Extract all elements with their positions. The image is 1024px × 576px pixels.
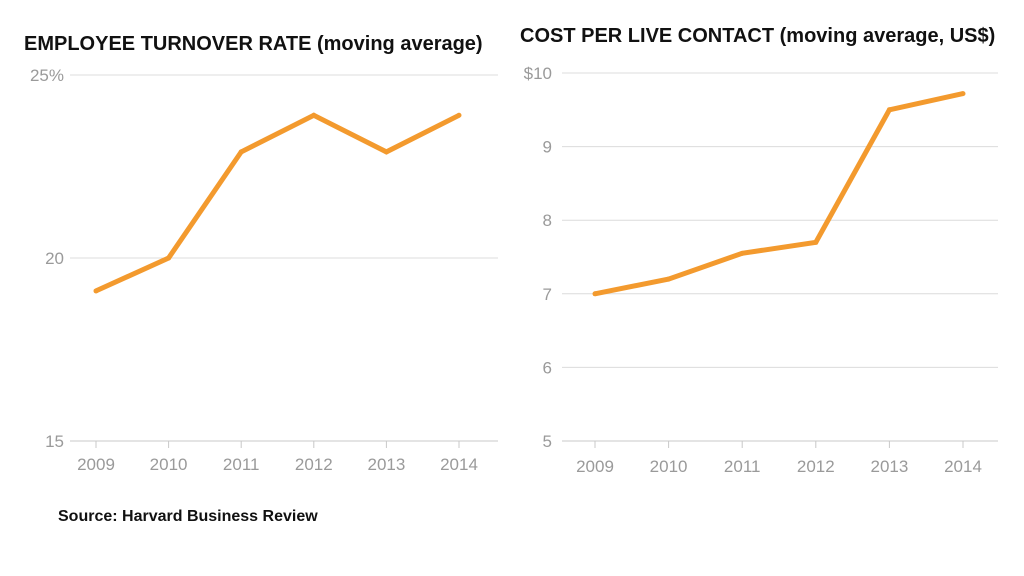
chart-2: COST PER LIVE CONTACT (moving average, U… [520, 25, 998, 476]
y-tick-label: 9 [543, 138, 552, 157]
data-point [739, 250, 745, 256]
data-point [666, 276, 672, 282]
y-tick-label: 25% [30, 66, 64, 85]
x-tick-label: 2012 [295, 455, 333, 474]
data-point [456, 112, 462, 118]
y-tick-label: $10 [524, 64, 552, 83]
data-point [166, 255, 172, 261]
data-point [383, 149, 389, 155]
chart-title: COST PER LIVE CONTACT (moving average, U… [520, 25, 995, 47]
data-point [960, 91, 966, 97]
y-tick-label: 15 [45, 432, 64, 451]
x-tick-label: 2011 [223, 455, 260, 474]
chart-1: EMPLOYEE TURNOVER RATE (moving average) 2… [24, 33, 498, 474]
x-tick-label: 2012 [797, 457, 835, 476]
data-point [93, 288, 99, 294]
y-tick-label: 8 [543, 211, 552, 230]
source-caption: Source: Harvard Business Review [58, 508, 318, 525]
data-point [886, 107, 892, 113]
x-tick-label: 2013 [367, 455, 405, 474]
y-tick-label: 7 [543, 285, 552, 304]
y-tick-label: 5 [543, 432, 552, 451]
x-tick-label: 2010 [650, 457, 688, 476]
x-tick-label: 2009 [576, 457, 614, 476]
y-tick-label: 6 [543, 358, 552, 377]
data-point [592, 291, 598, 297]
data-point [813, 239, 819, 245]
chart-title: EMPLOYEE TURNOVER RATE (moving average) [24, 33, 483, 55]
x-tick-label: 2013 [870, 457, 908, 476]
x-tick-label: 2010 [150, 455, 188, 474]
x-tick-label: 2014 [944, 457, 982, 476]
x-tick-label: 2009 [77, 455, 115, 474]
series-line [594, 91, 964, 297]
data-point [311, 112, 317, 118]
data-point [238, 149, 244, 155]
series-line [94, 112, 461, 294]
x-tick-label: 2011 [724, 457, 761, 476]
y-tick-label: 20 [45, 249, 64, 268]
x-tick-label: 2014 [440, 455, 478, 474]
